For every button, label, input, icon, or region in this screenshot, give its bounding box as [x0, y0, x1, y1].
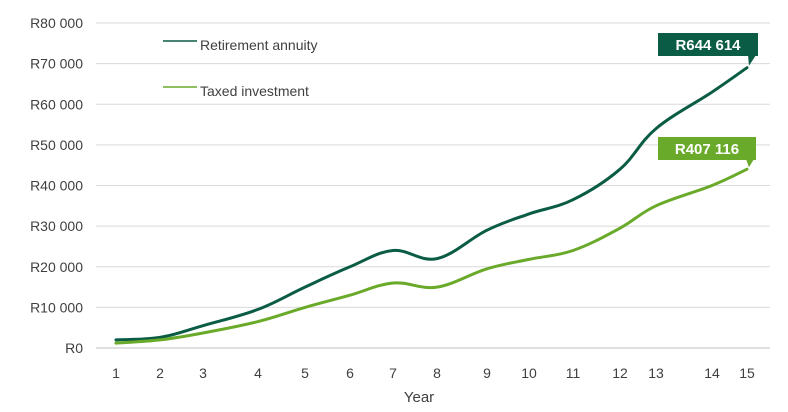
y-tick-label: R50 000	[30, 137, 83, 153]
y-tick-label: R40 000	[30, 178, 83, 194]
callout-box	[658, 137, 756, 160]
y-axis-ticks: R0 R10 000 R20 000 R30 000 R40 000 R50 000 R60…	[30, 15, 83, 356]
callout-value: R644 614	[675, 37, 741, 54]
series-lines	[114, 66, 749, 345]
y-tick-label: R20 000	[30, 259, 83, 275]
y-tick-label: R80 000	[30, 15, 83, 31]
series-line-taxed-investment	[114, 167, 749, 345]
x-tick-label: 5	[301, 365, 309, 381]
value-callouts: R644 614 R407 116	[658, 33, 758, 168]
legend: Retirement annuity Taxed investment	[163, 37, 318, 99]
x-tick-label: 7	[389, 365, 397, 381]
x-axis-ticks: 1 2 3 4 5 6 7 8 9 10 11 12 13 14 15	[112, 365, 755, 381]
x-tick-label: 8	[433, 365, 441, 381]
y-tick-label: R0	[65, 340, 83, 356]
x-tick-label: 1	[112, 365, 120, 381]
x-tick-label: 2	[156, 365, 164, 381]
x-tick-label: 13	[648, 365, 664, 381]
x-tick-label: 14	[704, 365, 720, 381]
x-tick-label: 4	[254, 365, 262, 381]
x-axis-title: Year	[404, 389, 434, 406]
x-tick-label: 9	[483, 365, 491, 381]
callout-pointer	[746, 159, 754, 168]
callout-pointer	[748, 55, 756, 66]
y-tick-label: R70 000	[30, 56, 83, 72]
legend-label: Taxed investment	[200, 83, 309, 99]
y-tick-label: R60 000	[30, 96, 83, 112]
x-tick-label: 15	[739, 365, 755, 381]
callout-value: R407 116	[675, 141, 739, 158]
y-tick-label: R10 000	[30, 299, 83, 315]
x-tick-label: 11	[566, 365, 581, 381]
x-tick-label: 12	[612, 365, 628, 381]
y-tick-label: R30 000	[30, 218, 83, 234]
x-tick-label: 6	[346, 365, 354, 381]
x-tick-label: 10	[521, 365, 537, 381]
callout-box	[658, 33, 758, 56]
x-tick-label: 3	[199, 365, 207, 381]
series-line-retirement-annuity	[114, 66, 749, 342]
legend-label: Retirement annuity	[200, 37, 318, 53]
gridlines	[96, 22, 770, 349]
